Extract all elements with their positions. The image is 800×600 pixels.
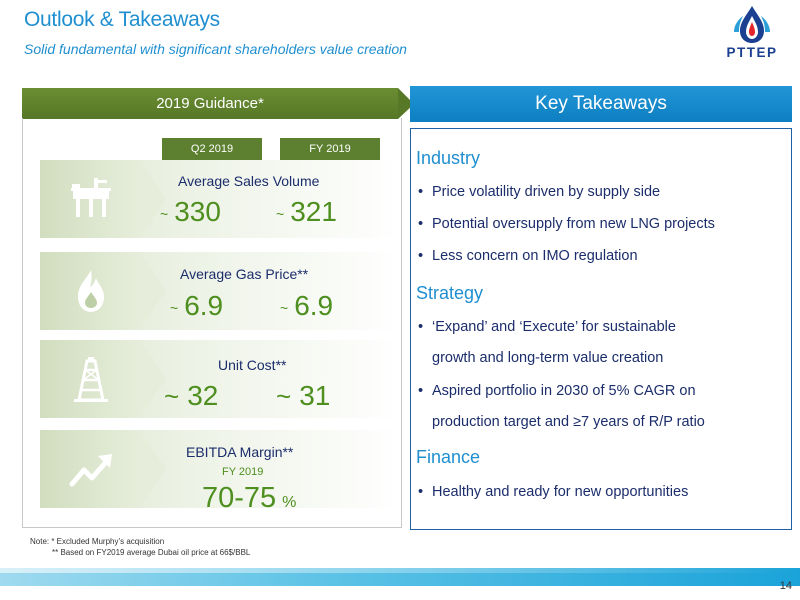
metric-fy-value: ~31 [276, 380, 331, 411]
bullet-item: • Healthy and ready for new opportunities [418, 484, 689, 500]
metric-row-gas-price: Average Gas Price** ~6.9 ~6.9 [40, 252, 400, 330]
metric-q2-value: ~32 [164, 380, 219, 411]
metric-period-label: FY 2019 [222, 466, 264, 478]
metric-fy-value: ~6.9 [280, 290, 334, 321]
oil-platform-icon [71, 178, 111, 217]
page-title: Outlook & Takeaways [24, 8, 220, 31]
page-subtitle: Solid fundamental with significant share… [24, 41, 407, 57]
metric-row-unit-cost: Unit Cost** ~32 ~31 [40, 340, 400, 418]
flame-icon [78, 270, 104, 312]
bullet-item: • Potential oversupply from new LNG proje… [418, 216, 715, 232]
section-title-industry: Industry [416, 148, 481, 168]
takeaways-header: Key Takeaways [410, 86, 792, 122]
bullet-item: • Aspired portfolio in 2030 of 5% CAGR on… [418, 383, 705, 430]
metric-ebitda-value: 70-75% [202, 482, 297, 514]
logo-wordmark: PTTEP [726, 45, 778, 60]
bullet-item: • Price volatility driven by supply side [418, 184, 661, 200]
guidance-panel [22, 118, 402, 528]
metric-label: Average Sales Volume [178, 173, 320, 189]
guidance-header: 2019 Guidance* [22, 88, 414, 119]
metric-label: Unit Cost** [218, 357, 287, 373]
trend-up-icon [69, 454, 112, 487]
column-label-fy: FY 2019 [280, 138, 380, 160]
footnote: Note: * Excluded Murphy’s acquisition **… [30, 537, 251, 557]
pttep-logo: PTTEP [716, 4, 788, 68]
drilling-rig-icon [74, 357, 108, 402]
pttep-flame-emblem-icon [734, 6, 770, 43]
metric-row-sales-volume: Average Sales Volume ~330 ~321 [40, 160, 400, 238]
metric-label: Average Gas Price** [180, 266, 309, 282]
section-title-strategy: Strategy [416, 283, 484, 303]
metric-label: EBITDA Margin** [186, 444, 294, 460]
column-label-q2: Q2 2019 [162, 138, 262, 160]
bullet-item: • ‘Expand’ and ‘Execute’ for sustainable g… [418, 319, 676, 366]
metric-q2-value: ~6.9 [170, 290, 224, 321]
takeaways-panel [410, 128, 792, 530]
footer-bar [0, 568, 800, 586]
section-title-finance: Finance [416, 447, 481, 467]
page-number: 14 [779, 580, 792, 592]
bullet-item: • Less concern on IMO regulation [418, 248, 638, 264]
metric-fy-value: ~321 [276, 196, 337, 227]
metric-q2-value: ~330 [160, 196, 221, 227]
metric-row-ebitda-margin: EBITDA Margin** FY 2019 70-75% [40, 430, 400, 514]
